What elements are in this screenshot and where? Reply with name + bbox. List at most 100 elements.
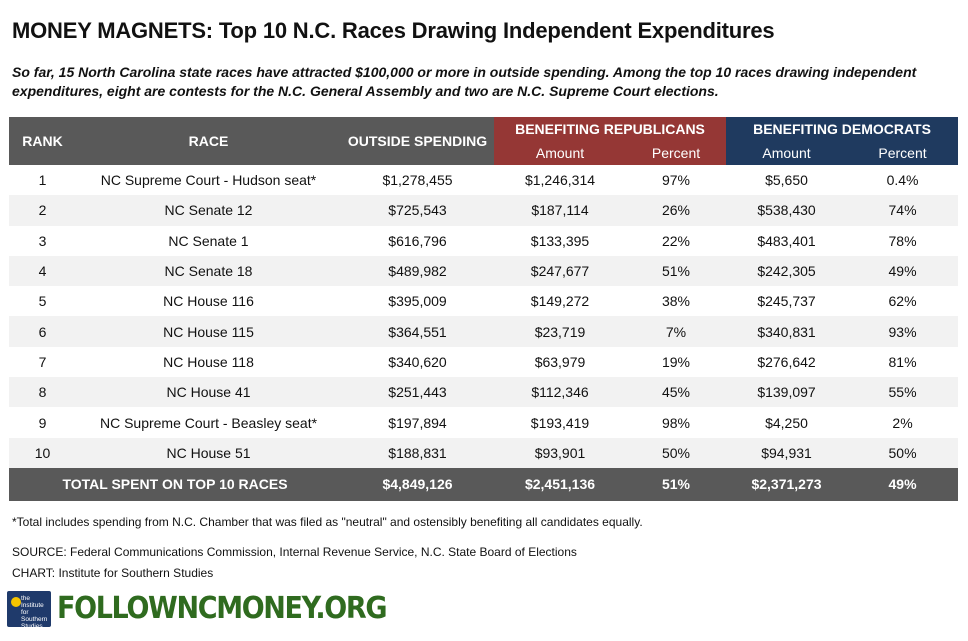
cell-race: NC House 118 — [76, 346, 341, 378]
cell-dem-amount: $4,250 — [726, 407, 848, 438]
cell-outside: $340,620 — [341, 346, 494, 378]
brand-wordmark: FOLLOWNCMONEY.ORG — [57, 591, 387, 626]
cell-race: NC Supreme Court - Beasley seat* — [76, 407, 341, 438]
cell-race: NC House 116 — [76, 286, 341, 317]
header-rank: RANK — [9, 117, 76, 165]
cell-rep-percent: 26% — [626, 195, 727, 226]
cell-dem-amount: $242,305 — [726, 255, 848, 287]
table-row: 5 NC House 116 $395,009 $149,272 38% $24… — [9, 286, 959, 317]
cell-rep-percent: 45% — [626, 377, 727, 408]
cell-rank: 5 — [9, 286, 76, 317]
cell-rep-amount: $112,346 — [494, 377, 626, 408]
total-rep-amount: $2,451,136 — [494, 467, 626, 501]
table-row: 3 NC Senate 1 $616,796 $133,395 22% $483… — [9, 225, 959, 256]
cell-rank: 8 — [9, 377, 76, 408]
cell-rep-percent: 19% — [626, 346, 727, 378]
cell-outside: $197,894 — [341, 407, 494, 438]
cell-dem-amount: $94,931 — [726, 437, 848, 468]
page-subtitle: So far, 15 North Carolina state races ha… — [12, 64, 917, 99]
total-row: TOTAL SPENT ON TOP 10 RACES $4,849,126 $… — [9, 467, 959, 501]
total-dem-amount: $2,371,273 — [726, 467, 848, 501]
cell-rep-percent: 98% — [626, 407, 727, 438]
header-benefiting-republicans: BENEFITING REPUBLICANS — [494, 117, 727, 141]
table-row: 7 NC House 118 $340,620 $63,979 19% $276… — [9, 346, 959, 378]
institute-for-southern-studies-logo: the Institute for Southern Studies — [7, 591, 51, 630]
cell-dem-amount: $5,650 — [726, 165, 848, 196]
cell-race: NC House 41 — [76, 377, 341, 408]
cell-dem-percent: 2% — [847, 407, 959, 438]
header-race: RACE — [76, 117, 341, 165]
cell-rep-amount: $149,272 — [494, 286, 626, 317]
cell-rep-amount: $1,246,314 — [494, 165, 626, 196]
total-rep-percent: 51% — [626, 467, 727, 501]
total-outside: $4,849,126 — [341, 467, 494, 501]
cell-dem-amount: $276,642 — [726, 346, 848, 378]
table-row: 10 NC House 51 $188,831 $93,901 50% $94,… — [9, 437, 959, 468]
cell-rep-percent: 38% — [626, 286, 727, 317]
cell-outside: $616,796 — [341, 225, 494, 256]
logo-mark-icon — [11, 597, 21, 607]
cell-dem-amount: $245,737 — [726, 286, 848, 317]
cell-dem-amount: $340,831 — [726, 316, 848, 347]
header-outside-spending: OUTSIDE SPENDING — [341, 117, 494, 165]
cell-race: NC Senate 12 — [76, 195, 341, 226]
table-row: 1 NC Supreme Court - Hudson seat* $1,278… — [9, 165, 959, 196]
total-label: TOTAL SPENT ON TOP 10 RACES — [9, 467, 341, 501]
cell-race: NC Senate 1 — [76, 225, 341, 256]
table-row: 4 NC Senate 18 $489,982 $247,677 51% $24… — [9, 255, 959, 287]
table-row: 6 NC House 115 $364,551 $23,719 7% $340,… — [9, 316, 959, 347]
cell-outside: $364,551 — [341, 316, 494, 347]
cell-rank: 7 — [9, 346, 76, 378]
table-row: 8 NC House 41 $251,443 $112,346 45% $139… — [9, 377, 959, 408]
cell-rank: 10 — [9, 437, 76, 468]
cell-dem-percent: 93% — [847, 316, 959, 347]
header-benefiting-democrats: BENEFITING DEMOCRATS — [726, 117, 959, 141]
cell-rank: 2 — [9, 195, 76, 226]
footnote: *Total includes spending from N.C. Chamb… — [12, 515, 643, 529]
cell-outside: $251,443 — [341, 377, 494, 408]
table-row: 9 NC Supreme Court - Beasley seat* $197,… — [9, 407, 959, 438]
cell-outside: $489,982 — [341, 255, 494, 287]
cell-dem-percent: 0.4% — [847, 165, 959, 196]
header-rep-percent: Percent — [626, 141, 727, 165]
header-dem-amount: Amount — [726, 141, 848, 165]
cell-rank: 9 — [9, 407, 76, 438]
header-dem-percent: Percent — [847, 141, 959, 165]
cell-race: NC Supreme Court - Hudson seat* — [76, 165, 341, 196]
cell-rank: 1 — [9, 165, 76, 196]
cell-rep-amount: $93,901 — [494, 437, 626, 468]
cell-dem-percent: 55% — [847, 377, 959, 408]
cell-rep-percent: 51% — [626, 255, 727, 287]
table-row: 2 NC Senate 12 $725,543 $187,114 26% $53… — [9, 195, 959, 226]
cell-rep-amount: $133,395 — [494, 225, 626, 256]
logo-text: the Institute for Southern Studies — [21, 595, 48, 630]
cell-rep-amount: $247,677 — [494, 255, 626, 287]
cell-dem-amount: $538,430 — [726, 195, 848, 226]
cell-rep-amount: $187,114 — [494, 195, 626, 226]
cell-race: NC House 115 — [76, 316, 341, 347]
cell-dem-amount: $483,401 — [726, 225, 848, 256]
cell-rank: 6 — [9, 316, 76, 347]
cell-dem-amount: $139,097 — [726, 377, 848, 408]
cell-rank: 3 — [9, 225, 76, 256]
cell-dem-percent: 78% — [847, 225, 959, 256]
cell-outside: $188,831 — [341, 437, 494, 468]
cell-outside: $395,009 — [341, 286, 494, 317]
cell-rep-percent: 50% — [626, 437, 727, 468]
source-note: SOURCE: Federal Communications Commissio… — [12, 545, 577, 559]
cell-outside: $1,278,455 — [341, 165, 494, 196]
cell-outside: $725,543 — [341, 195, 494, 226]
cell-rank: 4 — [9, 255, 76, 287]
cell-rep-percent: 7% — [626, 316, 727, 347]
cell-race: NC House 51 — [76, 437, 341, 468]
total-dem-percent: 49% — [847, 467, 959, 501]
expenditures-table: RANK RACE OUTSIDE SPENDING BENEFITING RE… — [9, 117, 959, 501]
cell-rep-percent: 22% — [626, 225, 727, 256]
cell-rep-percent: 97% — [626, 165, 727, 196]
cell-rep-amount: $23,719 — [494, 316, 626, 347]
cell-dem-percent: 62% — [847, 286, 959, 317]
cell-rep-amount: $193,419 — [494, 407, 626, 438]
chart-credit: CHART: Institute for Southern Studies — [12, 566, 214, 580]
cell-dem-percent: 81% — [847, 346, 959, 378]
